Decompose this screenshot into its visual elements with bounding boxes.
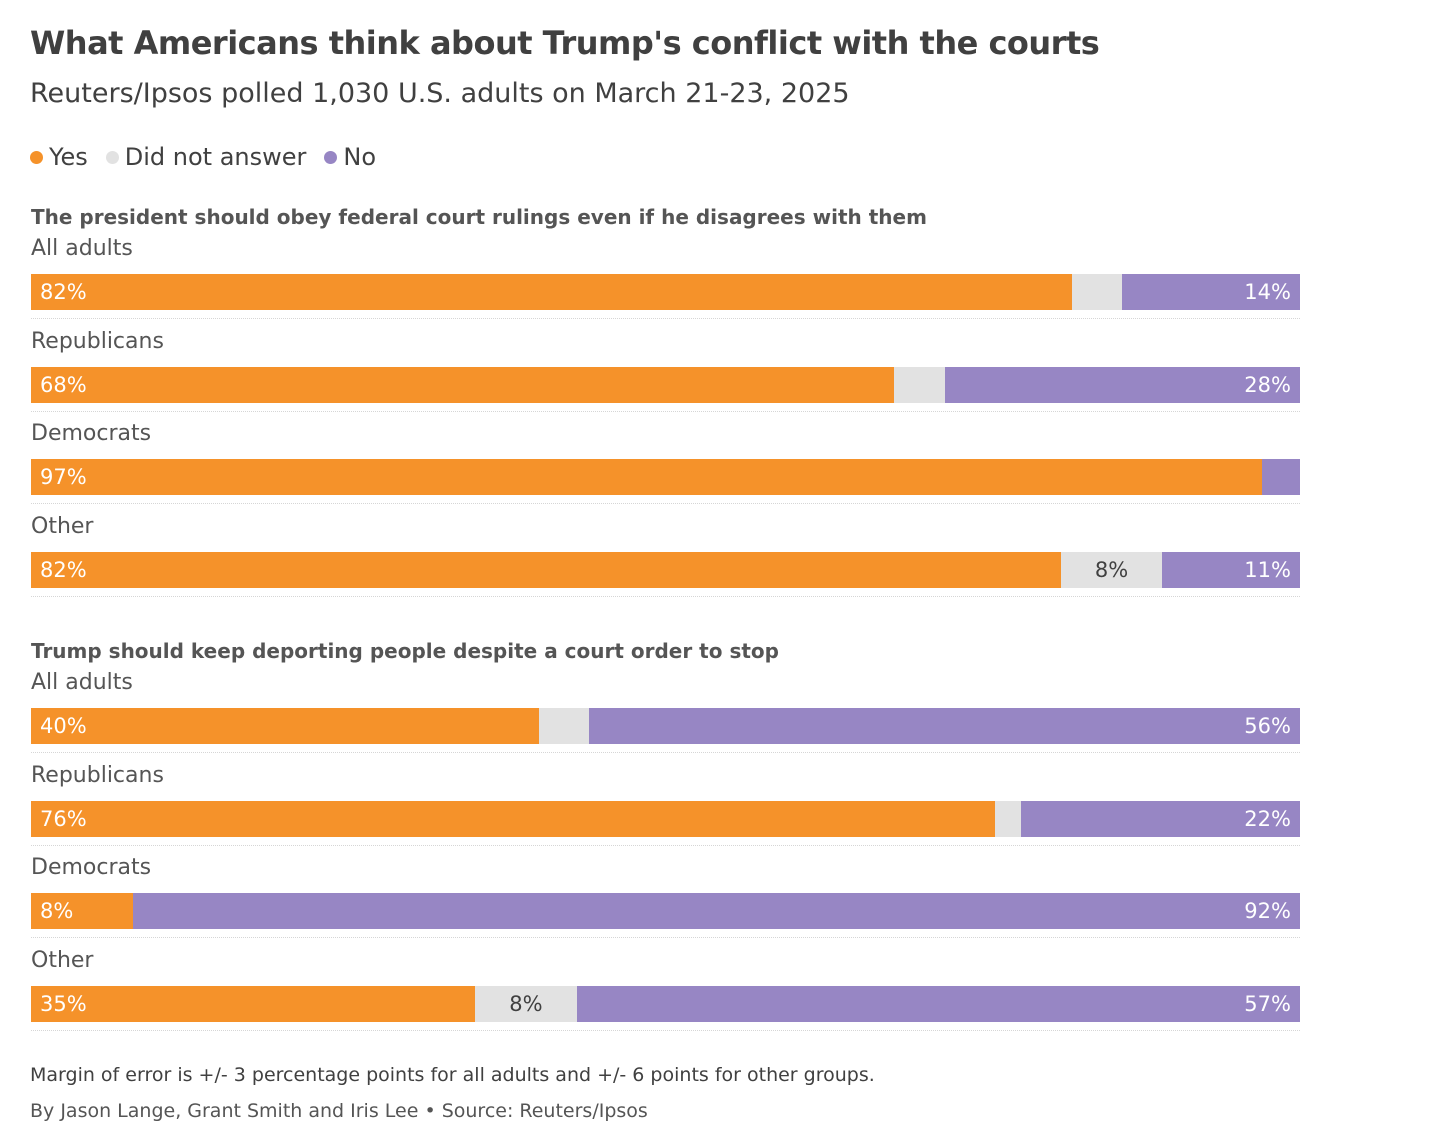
no-segment: 92% (132, 893, 1300, 929)
row-divider (31, 937, 1300, 938)
panel-keep-deporting: Trump should keep deporting people despi… (31, 636, 1300, 1036)
no-segment-value-label: 14% (1244, 280, 1291, 304)
yes-segment-value-label: 82% (40, 557, 87, 582)
stacked-bar: 35% 8% 57% (31, 985, 1300, 1022)
legend-item-did-not-answer: Did not answer (105, 143, 307, 171)
yes-segment: 97% (31, 459, 1262, 495)
group-label: Republicans (31, 328, 164, 354)
yes-segment-value-label: 8% (40, 899, 74, 923)
group-label: All adults (31, 236, 133, 261)
did-not-answer-segment (893, 366, 945, 403)
did-not-answer-segment (538, 708, 590, 744)
no-segment (1261, 459, 1300, 495)
did-not-answer-segment: 8% (475, 985, 577, 1022)
did-not-answer-segment (1071, 274, 1123, 310)
yes-segment: 82% (31, 551, 1062, 588)
group-label: Republicans (31, 762, 164, 788)
stacked-bar: 40% 56% (31, 708, 1300, 744)
no-segment: 56% (589, 708, 1300, 744)
yes-segment-value-label: 35% (40, 991, 87, 1016)
yes-segment-value-label: 82% (40, 280, 87, 304)
yes-segment-value-label: 76% (40, 806, 87, 831)
bar-group-other: Other 82% 8% 11% (31, 510, 1300, 603)
stacked-bar: 68% 28% (31, 366, 1300, 403)
no-segment-value-label: 22% (1244, 806, 1291, 831)
row-divider (31, 595, 1300, 597)
did-not-answer-segment-value-label: 8% (1094, 557, 1129, 582)
stacked-bar: 76% 22% (31, 800, 1300, 837)
legend-item-yes: Yes (30, 143, 88, 171)
yes-segment-value-label: 40% (40, 714, 87, 738)
row-divider (31, 1029, 1300, 1031)
no-segment-value-label: 57% (1244, 991, 1291, 1016)
did-not-answer-segment: 8% (1061, 551, 1162, 588)
chart-title: What Americans think about Trump's confl… (30, 24, 1100, 62)
no-segment: 11% (1161, 551, 1300, 588)
yes-segment: 76% (31, 800, 996, 837)
legend: Yes Did not answer No (30, 143, 394, 171)
panel-title: Trump should keep deporting people despi… (31, 639, 779, 663)
yes-segment: 35% (31, 985, 476, 1022)
margin-of-error-note: Margin of error is +/- 3 percentage poin… (30, 1064, 875, 1086)
yes-segment-value-label: 97% (40, 465, 87, 489)
yes-segment: 40% (31, 708, 539, 744)
stacked-bar: 97% (31, 459, 1300, 495)
no-segment: 57% (576, 985, 1300, 1022)
chart-subtitle: Reuters/Ipsos polled 1,030 U.S. adults o… (30, 78, 850, 109)
bar-group-all-adults: All adults 40% 56% (31, 666, 1300, 759)
bar-group-democrats: Democrats 97% (31, 417, 1300, 510)
bar-group-democrats: Democrats 8% 92% (31, 851, 1300, 944)
no-segment: 14% (1122, 274, 1300, 310)
legend-label-yes: Yes (49, 143, 88, 171)
panel-obey-court-rulings: The president should obey federal court … (31, 202, 1300, 602)
no-segment-value-label: 11% (1244, 557, 1291, 582)
no-segment-value-label: 92% (1244, 899, 1291, 923)
row-divider (31, 752, 1300, 753)
no-segment: 22% (1020, 800, 1300, 837)
group-label: Democrats (31, 855, 152, 880)
yes-segment: 8% (31, 893, 133, 929)
stacked-bar: 8% 92% (31, 893, 1300, 929)
panel-title: The president should obey federal court … (31, 205, 927, 229)
no-segment-value-label: 28% (1244, 372, 1291, 397)
yes-segment: 82% (31, 274, 1072, 310)
bar-group-all-adults: All adults 82% 14% (31, 232, 1300, 325)
did-not-answer-segment (995, 800, 1021, 837)
stacked-bar: 82% 8% 11% (31, 551, 1300, 588)
legend-label-no: No (343, 143, 377, 171)
row-divider (31, 844, 1300, 846)
row-divider (31, 318, 1300, 319)
group-label: All adults (31, 670, 133, 695)
yes-segment-value-label: 68% (40, 372, 87, 397)
legend-item-no: No (324, 143, 376, 171)
did-not-answer-segment-value-label: 8% (509, 991, 543, 1016)
row-divider (31, 410, 1300, 412)
legend-swatch-did-not-answer (105, 150, 119, 164)
group-label: Other (31, 513, 94, 539)
source-credit: By Jason Lange, Grant Smith and Iris Lee… (30, 1100, 648, 1122)
legend-swatch-no (324, 150, 338, 164)
stacked-bar: 82% 14% (31, 274, 1300, 310)
row-divider (31, 503, 1300, 504)
no-segment: 28% (944, 366, 1300, 403)
yes-segment: 68% (31, 366, 894, 403)
no-segment-value-label: 56% (1244, 714, 1291, 738)
group-label: Democrats (31, 421, 152, 446)
group-label: Other (31, 947, 94, 973)
legend-swatch-yes (30, 150, 43, 164)
bar-group-republicans: Republicans 68% 28% (31, 325, 1300, 418)
legend-label-did-not-answer: Did not answer (124, 143, 307, 171)
bar-group-republicans: Republicans 76% 22% (31, 759, 1300, 852)
bar-group-other: Other 35% 8% 57% (31, 944, 1300, 1037)
